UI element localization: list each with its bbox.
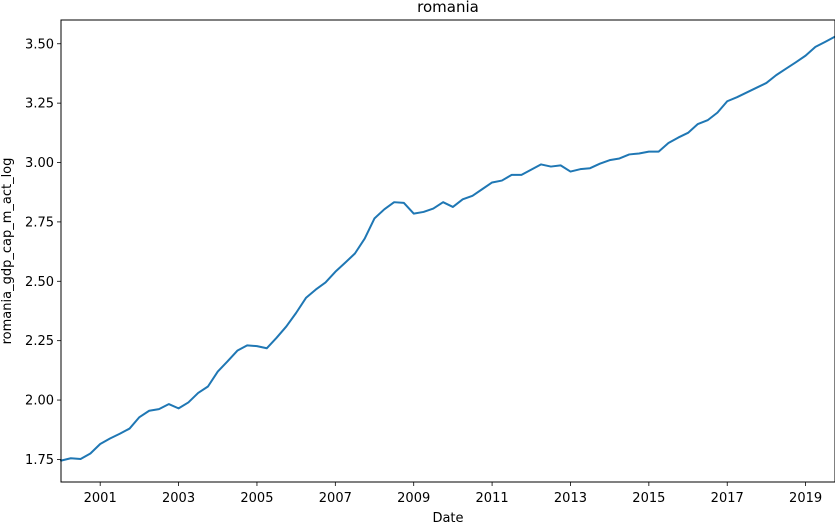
x-tick-label: 2013 xyxy=(554,491,587,506)
y-tick-label: 3.00 xyxy=(25,156,54,171)
y-tick-label: 2.75 xyxy=(25,215,54,230)
x-tick-label: 2017 xyxy=(711,491,744,506)
y-tick-label: 2.25 xyxy=(25,334,54,349)
x-axis-ticks: 2001 2003 2005 2007 2009 2011 2013 2015 2017 2019 xyxy=(84,482,822,506)
x-tick-label: 2001 xyxy=(84,491,117,506)
plot-frame xyxy=(60,19,835,483)
y-tick-label: 2.00 xyxy=(25,394,54,409)
chart-title: romania xyxy=(417,0,479,16)
x-tick-label: 2009 xyxy=(397,491,430,506)
y-axis-label: romania_gdp_cap_m_act_log xyxy=(0,158,15,345)
series-line xyxy=(60,35,835,462)
x-tick-label: 2011 xyxy=(476,491,509,506)
y-tick-label: 3.50 xyxy=(25,37,54,52)
x-tick-label: 2015 xyxy=(632,491,665,506)
x-tick-label: 2007 xyxy=(319,491,352,506)
y-tick-label: 3.25 xyxy=(25,97,54,112)
y-tick-label: 1.75 xyxy=(25,453,54,468)
y-tick-label: 2.50 xyxy=(25,275,54,290)
x-tick-label: 2019 xyxy=(789,491,822,506)
x-axis-label: Date xyxy=(432,511,463,525)
y-axis-ticks: 1.75 2.00 2.25 2.50 2.75 3.00 3.25 3.50 xyxy=(25,37,61,468)
x-tick-label: 2005 xyxy=(240,491,273,506)
series-layer xyxy=(60,35,835,462)
x-tick-label: 2003 xyxy=(162,491,195,506)
